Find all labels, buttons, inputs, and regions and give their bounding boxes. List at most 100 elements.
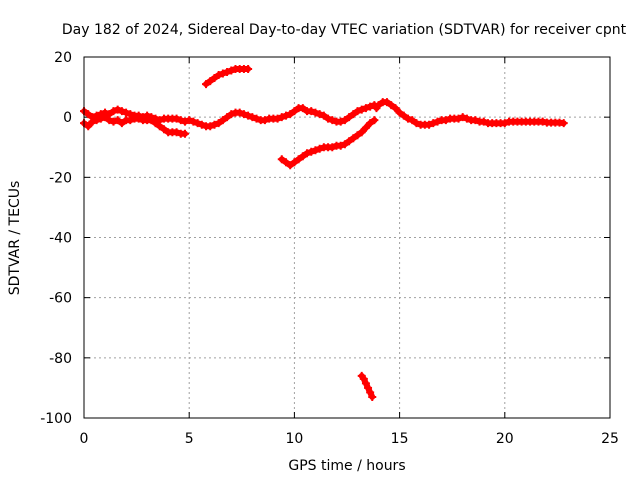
data-point — [328, 143, 337, 152]
data-point — [319, 111, 328, 120]
y-tick-label: -40 — [49, 231, 72, 247]
data-point — [345, 113, 354, 122]
data-point — [391, 104, 400, 113]
data-point — [260, 116, 269, 125]
data-point — [210, 74, 219, 83]
y-tick-label: -20 — [49, 170, 72, 186]
data-point — [361, 123, 370, 132]
data-point — [84, 110, 93, 119]
data-point — [185, 116, 194, 125]
data-point — [368, 392, 377, 401]
x-tick-label: 10 — [285, 431, 303, 447]
data-point — [189, 117, 198, 126]
data-point — [286, 110, 295, 119]
data-point — [88, 117, 97, 126]
data-point — [441, 116, 450, 125]
data-point — [395, 108, 404, 117]
data-point — [197, 120, 206, 129]
x-tick-label: 5 — [185, 431, 194, 447]
data-point — [290, 158, 299, 167]
data-point — [218, 116, 227, 125]
data-point — [277, 113, 286, 122]
data-point — [239, 110, 248, 119]
data-point — [290, 107, 299, 116]
data-point — [298, 104, 307, 113]
x-axis-label: GPS time / hours — [288, 458, 405, 474]
data-point — [353, 107, 362, 116]
data-point — [273, 114, 282, 123]
data-point — [235, 108, 244, 117]
y-tick-label: -80 — [49, 351, 72, 367]
data-point — [315, 144, 324, 153]
data-point — [193, 119, 202, 128]
data-point — [382, 98, 391, 107]
data-point — [361, 379, 370, 388]
series-upper-arc — [202, 65, 253, 89]
data-point — [206, 122, 215, 131]
data-point — [155, 122, 164, 131]
data-point — [353, 131, 362, 140]
y-tick-label: 20 — [54, 50, 72, 66]
data-point — [500, 119, 509, 128]
data-point — [214, 119, 223, 128]
data-point — [361, 104, 370, 113]
data-point — [324, 114, 333, 123]
data-point — [454, 114, 463, 123]
data-point — [462, 114, 471, 123]
data-point — [357, 105, 366, 114]
data-point — [126, 116, 135, 125]
data-marks — [80, 65, 568, 401]
data-point — [298, 152, 307, 161]
data-point — [404, 114, 413, 123]
data-point — [248, 113, 257, 122]
x-tick-label: 20 — [496, 431, 514, 447]
data-point — [223, 68, 232, 77]
data-point — [84, 122, 93, 131]
x-tick-label: 0 — [80, 431, 89, 447]
data-point — [303, 149, 312, 158]
data-point — [176, 116, 185, 125]
data-point — [109, 117, 118, 126]
data-point — [366, 388, 375, 397]
data-point — [294, 155, 303, 164]
data-point — [218, 69, 227, 78]
data-point — [336, 117, 345, 126]
data-point — [172, 114, 181, 123]
data-point — [307, 107, 316, 116]
y-axis-label: SDTVAR / TECUs — [7, 181, 23, 296]
data-point — [374, 101, 383, 110]
data-point — [471, 116, 480, 125]
data-point — [117, 119, 126, 128]
data-point — [281, 158, 290, 167]
data-point — [180, 129, 189, 138]
x-tick-label: 25 — [601, 431, 619, 447]
data-point — [387, 101, 396, 110]
data-point — [214, 71, 223, 80]
data-point — [151, 119, 160, 128]
data-point — [559, 119, 568, 128]
data-point — [349, 110, 358, 119]
data-point — [227, 110, 236, 119]
y-tick-label: 0 — [63, 110, 72, 126]
data-point — [433, 117, 442, 126]
data-point — [109, 107, 118, 116]
data-point — [227, 66, 236, 75]
data-point — [277, 155, 286, 164]
data-point — [458, 113, 467, 122]
data-point — [117, 107, 126, 116]
data-point — [223, 113, 232, 122]
series-outlier-streak — [357, 371, 377, 401]
data-point — [366, 119, 375, 128]
y-tick-label: -100 — [40, 411, 72, 427]
data-point — [101, 113, 110, 122]
data-point — [159, 125, 168, 134]
data-point — [206, 77, 215, 86]
data-point — [122, 108, 131, 117]
data-point — [180, 117, 189, 126]
plot-frame — [83, 56, 611, 419]
data-point — [307, 147, 316, 156]
ticks: 0 5 10 15 20 25 -100 -80 -60 -40 -20 0 20 — [40, 50, 619, 447]
data-point — [134, 114, 143, 123]
series-lower-arc — [277, 116, 379, 170]
